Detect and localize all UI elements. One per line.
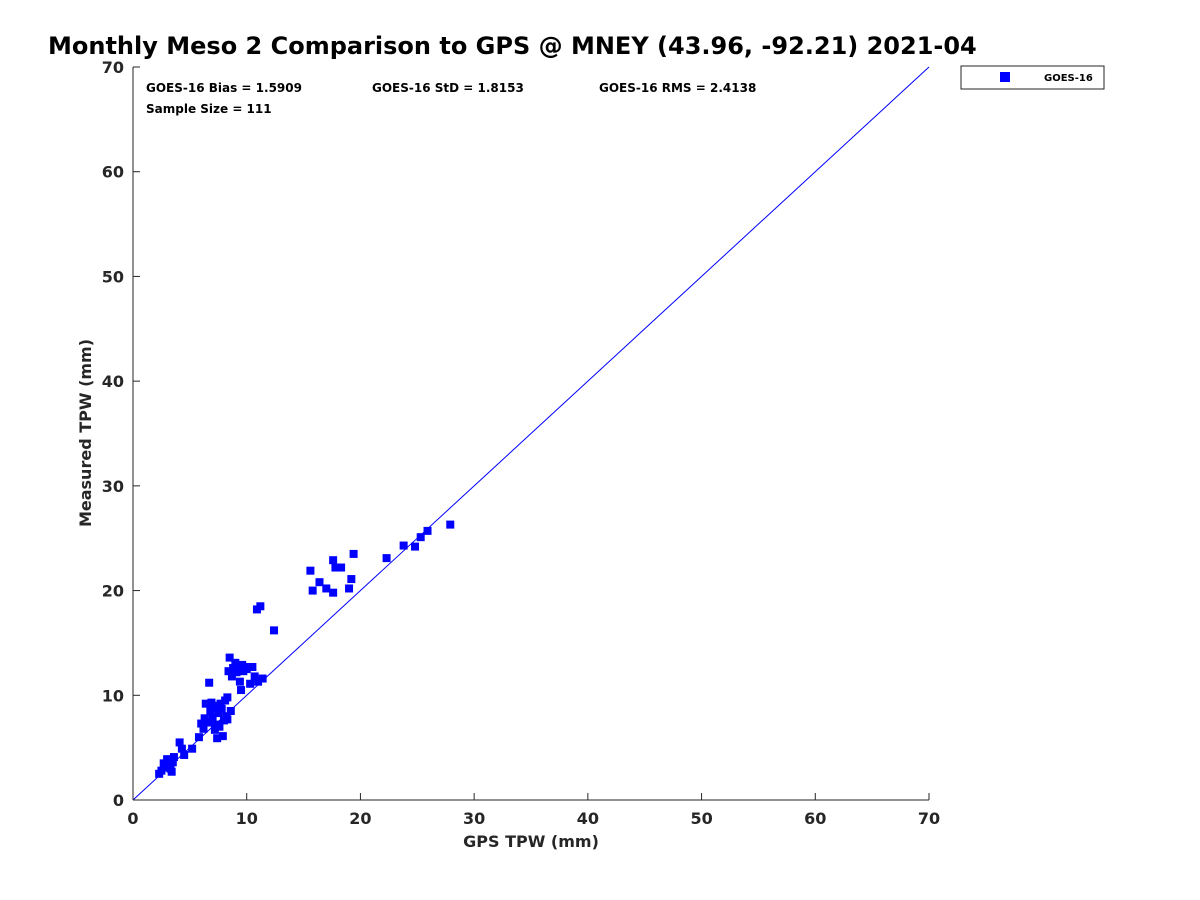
data-point bbox=[237, 686, 246, 695]
data-point bbox=[214, 709, 223, 718]
y-tick-label: 10 bbox=[102, 686, 124, 705]
y-tick-label: 60 bbox=[102, 163, 124, 182]
legend-marker-square-icon bbox=[1000, 72, 1010, 82]
data-point bbox=[197, 719, 206, 728]
data-point bbox=[204, 718, 213, 727]
x-tick-label: 30 bbox=[463, 809, 485, 828]
x-tick-label: 40 bbox=[577, 809, 599, 828]
data-point bbox=[216, 699, 225, 708]
data-point bbox=[235, 677, 244, 686]
data-point bbox=[188, 744, 197, 753]
data-point bbox=[226, 706, 235, 715]
sample-size-annotation: Sample Size = 111 bbox=[146, 102, 272, 116]
data-point bbox=[229, 664, 238, 673]
data-point bbox=[175, 738, 184, 747]
data-point bbox=[399, 541, 408, 550]
data-point bbox=[337, 563, 346, 572]
x-tick-label: 0 bbox=[127, 809, 138, 828]
bias-annotation: GOES-16 Bias = 1.5909 bbox=[146, 81, 302, 95]
data-point bbox=[208, 713, 217, 722]
data-point bbox=[200, 714, 209, 723]
y-tick-label: 0 bbox=[113, 791, 124, 810]
y-tick-label: 40 bbox=[102, 372, 124, 391]
data-point bbox=[246, 679, 255, 688]
data-point bbox=[177, 744, 186, 753]
data-point bbox=[223, 715, 232, 724]
one-to-one-line bbox=[132, 66, 930, 801]
x-tick-label: 50 bbox=[690, 809, 712, 828]
data-point bbox=[194, 733, 203, 742]
data-point bbox=[224, 667, 233, 676]
data-point bbox=[210, 725, 219, 734]
data-point bbox=[308, 586, 317, 595]
reference-lines bbox=[132, 66, 930, 801]
y-axis-label: Measured TPW (mm) bbox=[76, 339, 95, 527]
data-point bbox=[242, 665, 251, 674]
data-point bbox=[349, 549, 358, 558]
data-point bbox=[207, 698, 216, 707]
data-point bbox=[231, 658, 240, 667]
data-point bbox=[329, 588, 338, 597]
x-axis-label: GPS TPW (mm) bbox=[463, 832, 599, 851]
data-point bbox=[254, 677, 263, 686]
y-tick-label: 20 bbox=[102, 582, 124, 601]
data-point bbox=[331, 563, 340, 572]
std-annotation: GOES-16 StD = 1.8153 bbox=[372, 81, 524, 95]
data-point bbox=[223, 693, 232, 702]
data-point bbox=[345, 584, 354, 593]
data-point bbox=[225, 653, 234, 662]
data-point bbox=[217, 704, 226, 713]
data-point bbox=[168, 758, 177, 767]
data-point bbox=[446, 520, 455, 529]
data-point bbox=[329, 556, 338, 565]
data-point bbox=[347, 575, 356, 584]
data-point bbox=[227, 672, 236, 681]
data-point bbox=[382, 554, 391, 563]
data-point bbox=[169, 753, 178, 762]
data-point bbox=[180, 750, 189, 759]
data-point bbox=[213, 734, 222, 743]
data-point bbox=[233, 664, 242, 673]
data-point bbox=[215, 722, 224, 731]
x-tick-label: 60 bbox=[804, 809, 826, 828]
data-point bbox=[411, 542, 420, 551]
y-tick-label: 70 bbox=[102, 58, 124, 77]
data-point bbox=[199, 724, 208, 733]
legend-label: GOES-16 bbox=[1044, 73, 1093, 84]
data-point bbox=[250, 672, 259, 681]
legend-box bbox=[960, 65, 1105, 90]
data-points bbox=[155, 520, 455, 778]
data-point bbox=[423, 526, 432, 535]
data-point bbox=[159, 759, 168, 768]
data-point bbox=[166, 764, 175, 773]
data-point bbox=[306, 566, 315, 575]
data-point bbox=[232, 668, 241, 677]
data-point bbox=[270, 626, 279, 635]
data-point bbox=[315, 578, 324, 587]
x-tick-label: 10 bbox=[236, 809, 258, 828]
data-point bbox=[205, 678, 214, 687]
data-point bbox=[322, 584, 331, 593]
data-point bbox=[157, 766, 166, 775]
legend: GOES-16 bbox=[960, 65, 1105, 90]
data-point bbox=[163, 755, 172, 764]
data-point bbox=[416, 533, 425, 542]
rms-annotation: GOES-16 RMS = 2.4138 bbox=[599, 81, 756, 95]
data-point bbox=[248, 663, 257, 672]
y-tick-label: 30 bbox=[102, 477, 124, 496]
data-point bbox=[201, 699, 210, 708]
data-point bbox=[256, 602, 265, 611]
data-point bbox=[258, 674, 267, 683]
axis-ticks: 0 10 20 30 40 50 60 70 0 10 20 30 40 50 60 70 bbox=[102, 58, 940, 828]
x-tick-label: 20 bbox=[349, 809, 371, 828]
data-point bbox=[218, 732, 227, 741]
y-tick-label: 50 bbox=[102, 267, 124, 286]
chart-title: Monthly Meso 2 Comparison to GPS @ MNEY … bbox=[48, 32, 977, 60]
x-tick-label: 70 bbox=[918, 809, 940, 828]
